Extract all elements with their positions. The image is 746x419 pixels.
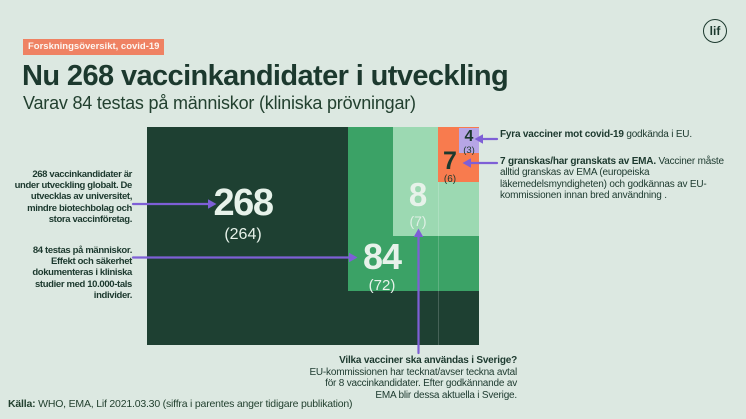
source-line: Källa: WHO, EMA, Lif 2021.03.30 (siffra … (8, 398, 353, 410)
prev-268: (264) (224, 226, 262, 243)
label-268: 268 (264) (163, 184, 323, 244)
note-line: stora vaccinföretag. (48, 213, 133, 225)
note-bold-text: Fyra vacciner mot covid-19 (500, 129, 624, 140)
note-line: 268 vaccinkandidater är (32, 169, 132, 180)
note-4-approved-eu: Fyra vacciner mot covid-19 godkända i EU… (500, 129, 692, 140)
value-84: 84 (362, 236, 402, 277)
note-line: 84 testas på människor. (32, 245, 133, 256)
source-label: Källa: (8, 398, 36, 410)
prev-4: (3) (463, 145, 475, 156)
value-4: 4 (464, 128, 474, 145)
note-bold-text: 7 granskas/har granskats av EMA. (500, 156, 656, 167)
lif-logo-icon: lif (703, 19, 727, 43)
note-line: utvecklas av universitet, (30, 191, 132, 203)
note-sweden-vaccines: Vilka vacciner ska användas i Sverige? E… (309, 355, 517, 401)
note-line: individer. (93, 289, 133, 301)
note-line: EU-kommissionen har tecknat/avser teckna… (309, 366, 517, 378)
note-line: under utveckling globalt. De (14, 180, 133, 192)
note-line: dokumenteras i kliniska (32, 267, 132, 279)
square-4-eu-approved (459, 128, 479, 153)
prev-8: (7) (409, 213, 427, 229)
source-text: WHO, EMA, Lif 2021.03.30 (siffra i paren… (35, 398, 353, 410)
note-line: för 8 vaccinkandidater. Efter godkännand… (325, 378, 517, 389)
label-7: 7 (6) (430, 147, 470, 186)
label-4: 4 (3) (449, 128, 489, 157)
note-268-development: 268 vaccinkandidater är under utveckling… (14, 169, 133, 225)
note-7-ema-review: 7 granskas/har granskats av EMA. Vaccine… (500, 156, 728, 202)
note-line: studier med 10.000-tals (34, 278, 132, 290)
lif-logo-text: lif (709, 24, 721, 38)
category-tag: Forskningsöversikt, covid-19 (23, 39, 165, 55)
note-line: EMA blir dessa aktuella i Sverige. (375, 389, 517, 401)
square-seam-line (438, 182, 439, 345)
page-subtitle: Varav 84 testas på människor (kliniska p… (23, 93, 416, 113)
value-7: 7 (443, 147, 457, 175)
note-bottom-title: Vilka vacciner ska användas i Sverige? (339, 355, 517, 366)
value-8: 8 (408, 176, 428, 213)
note-84-human-trials: 84 testas på människor. Effekt och säker… (32, 245, 132, 301)
note-regular-text: Vacciner måste alltid granskas av EMA (e… (500, 156, 724, 202)
prev-7: (6) (443, 174, 457, 185)
note-line: Effekt och säkerhet (51, 256, 132, 268)
value-268: 268 (213, 182, 274, 224)
label-84: 84 (72) (322, 236, 442, 295)
page-title: Nu 268 vaccinkandidater i utveckling (22, 60, 509, 92)
note-regular-text: godkända i EU. (623, 129, 692, 140)
nested-squares-chart: 268 (264) 84 (72) 8 (7) 7 (6) 4 (3) (147, 127, 479, 345)
note-line: mindre biotechbolag och (27, 202, 132, 214)
label-8: 8 (7) (378, 178, 458, 229)
prev-84: (72) (368, 277, 396, 294)
